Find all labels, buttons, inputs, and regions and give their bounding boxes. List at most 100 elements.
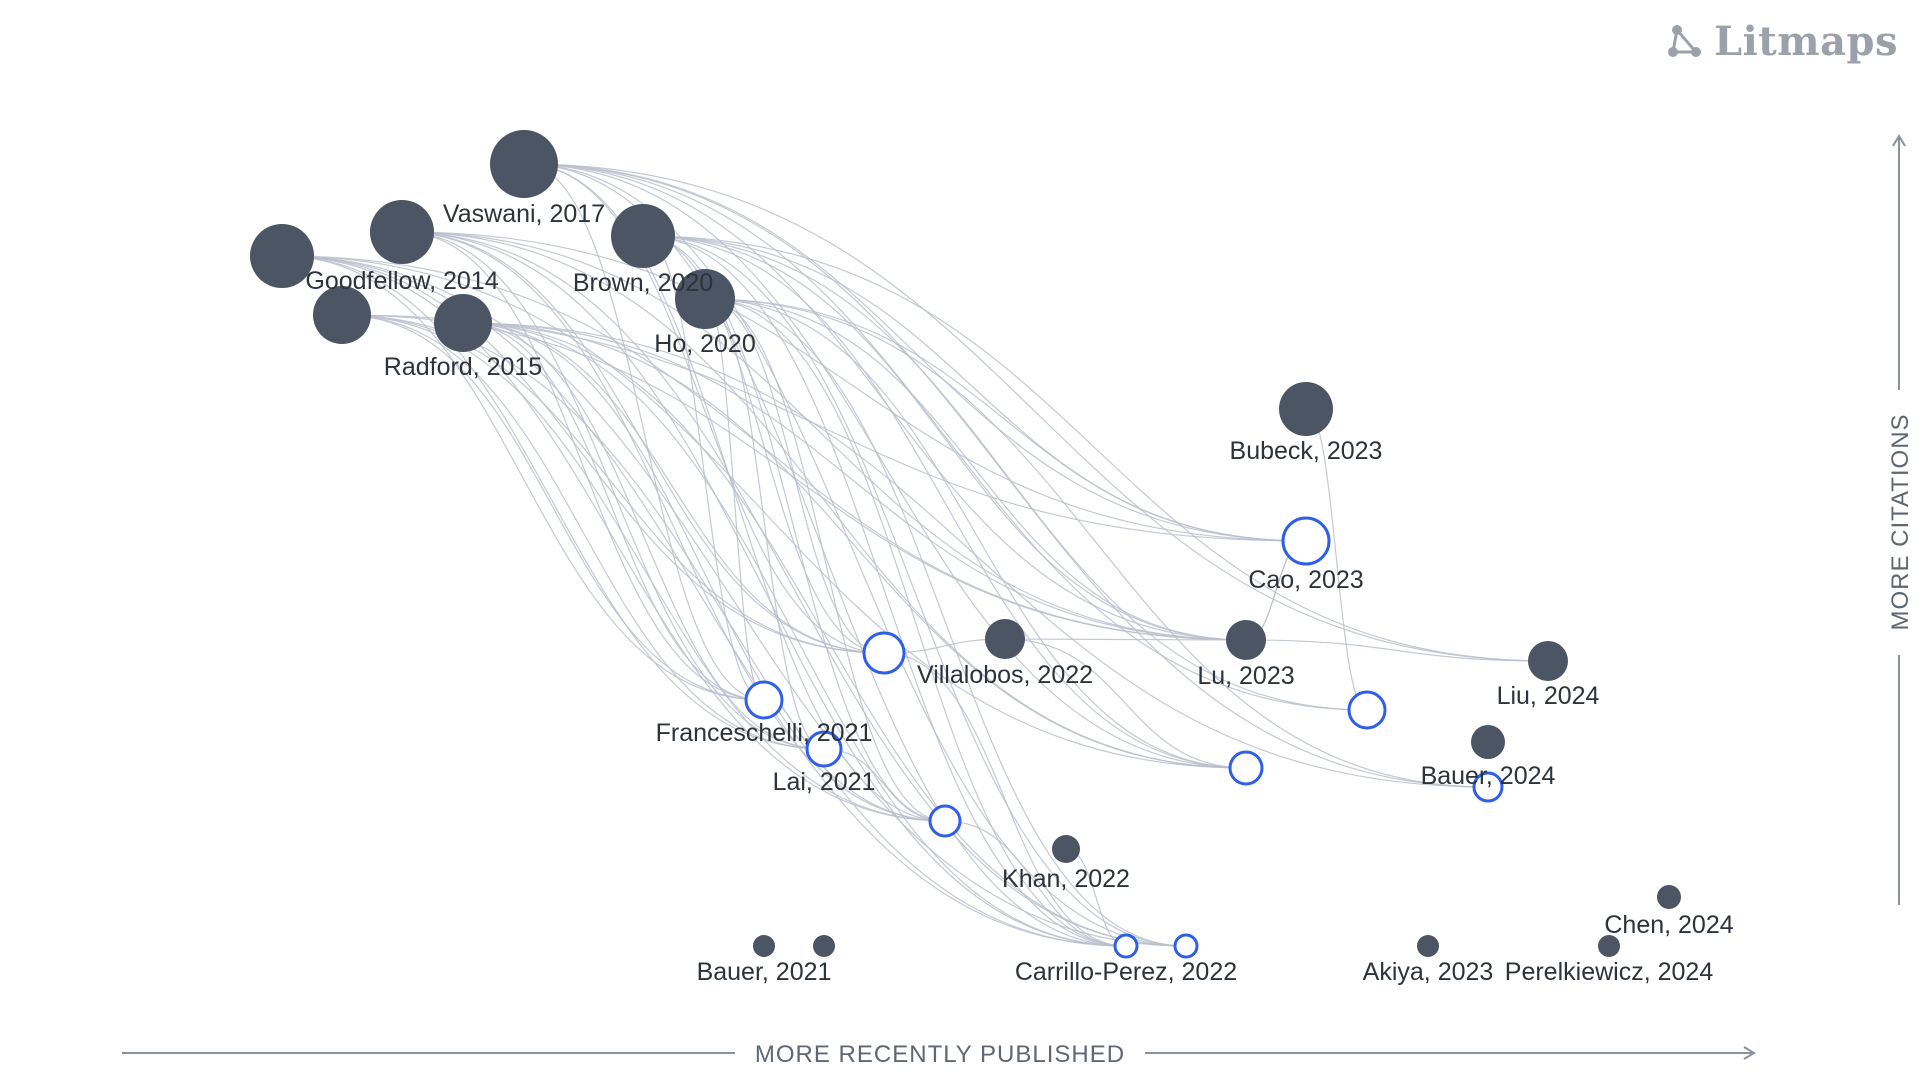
seed-paper-node[interactable] [1173,933,1199,959]
paper-label: Villalobos, 2022 [917,661,1093,689]
paper-node[interactable] [1528,641,1568,681]
citation-edge [341,314,765,701]
paper-node[interactable] [1471,725,1505,759]
seed-paper-node[interactable] [1228,750,1264,786]
citation-edge [1004,638,1247,769]
citation-edge [523,163,885,654]
citation-edge [341,314,1247,641]
citation-edge [523,163,1549,662]
seed-paper-node[interactable] [1472,771,1504,803]
paper-node[interactable] [1279,382,1333,436]
paper-node[interactable] [490,130,558,198]
citation-edge [401,231,946,822]
citation-edge [704,298,885,654]
citation-edge [401,231,765,701]
citation-edge [462,322,946,822]
citation-edge [401,231,1187,947]
citation-edge [462,322,765,701]
seed-paper-node[interactable] [928,804,962,838]
paper-node[interactable] [1657,885,1681,909]
citation-edge [944,820,1127,947]
citation-edge [281,255,765,701]
citation-edge [642,235,1247,641]
citation-edge [401,231,1127,947]
citation-edge [642,235,1307,542]
citation-edge [883,652,1127,947]
citation-edge [642,235,1368,711]
seed-paper-node[interactable] [744,680,784,720]
citation-edge [704,298,946,822]
paper-node[interactable] [434,294,492,352]
citation-edge [642,235,885,654]
paper-label: Franceschelli, 2021 [656,719,873,747]
paper-label: Carrillo-Perez, 2022 [1015,958,1237,986]
seed-paper-node[interactable] [862,631,906,675]
paper-labels: Vaswani, 2017 Goodfellow, 2014 Brown, 2020… [305,200,1733,986]
citation-edge [341,314,825,750]
paper-node[interactable] [611,204,675,268]
citation-edge [523,163,765,701]
citation-edge [642,235,1127,947]
citation-edge [704,298,1247,641]
paper-nodes [250,130,1681,959]
paper-node[interactable] [370,200,434,264]
paper-label: Akiya, 2023 [1363,958,1494,986]
paper-node[interactable] [250,224,314,288]
citation-edge [642,235,1187,947]
citation-edge [1245,639,1549,662]
citation-edge [401,231,1247,641]
citation-edge [704,298,1247,769]
paper-label: Ho, 2020 [654,330,755,358]
paper-label: Brown, 2020 [573,269,713,297]
paper-label: Lu, 2023 [1197,662,1294,690]
citation-edge [281,255,885,654]
paper-label: Radford, 2015 [384,353,542,381]
x-axis: MORE RECENTLY PUBLISHED [122,1041,1756,1068]
y-axis: MORE CITATIONS [1887,134,1914,905]
citation-edge [823,748,946,822]
citation-edge [281,255,1247,769]
paper-node[interactable] [1417,935,1439,957]
paper-node[interactable] [675,269,735,329]
citation-edge [462,322,1127,947]
paper-node[interactable] [753,935,775,957]
brand: Litmaps [1664,18,1898,65]
paper-node[interactable] [813,935,835,957]
citation-edge [704,298,1127,947]
citation-edge [704,298,1307,542]
citation-edge [401,231,885,654]
paper-node[interactable] [985,619,1025,659]
paper-label: Liu, 2024 [1497,682,1600,710]
citation-edge [704,298,1187,947]
citation-edge [704,298,825,750]
paper-node[interactable] [1598,935,1620,957]
citation-edge [341,314,1127,947]
seed-paper-node[interactable] [1347,690,1387,730]
citation-edge [642,235,765,701]
citation-edge [401,231,825,750]
citation-edges [281,163,1549,947]
y-axis-label: MORE CITATIONS [1887,413,1914,630]
citation-edge [642,235,1247,769]
citation-edge [642,235,946,822]
seed-paper-node[interactable] [805,730,843,768]
citation-edge [281,255,1127,947]
litmaps-logo-icon [1667,24,1701,57]
citation-edge [462,322,885,654]
brand-name: Litmaps [1713,18,1898,65]
paper-node[interactable] [1052,835,1080,863]
arrow-up-icon [1892,134,1906,147]
seed-paper-node[interactable] [1113,933,1139,959]
paper-label: Chen, 2024 [1604,911,1733,939]
citation-edge [523,163,1368,711]
citation-edge [523,163,1307,542]
paper-label: Bubeck, 2023 [1230,437,1383,465]
citation-edge [341,314,1307,542]
seed-paper-node[interactable] [1281,516,1331,566]
paper-node[interactable] [313,286,371,344]
paper-label: Goodfellow, 2014 [305,267,498,295]
paper-node[interactable] [1226,620,1266,660]
paper-label: Bauer, 2024 [1421,762,1556,790]
citation-edge [281,255,825,750]
